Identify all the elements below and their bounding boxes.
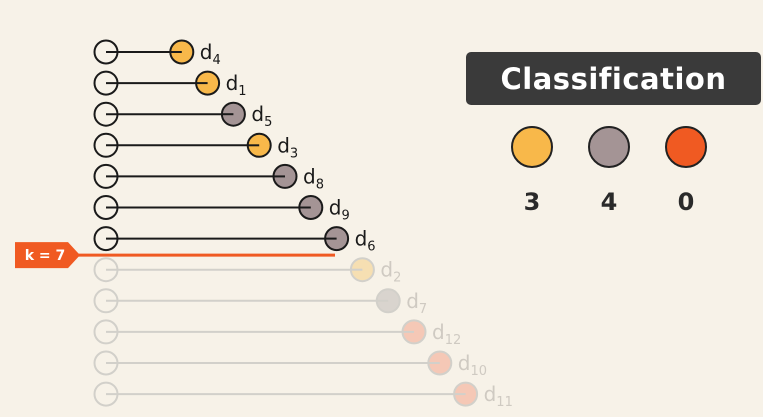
class-count-gray: 4 <box>600 188 618 216</box>
neighbor-row: d2 <box>93 257 401 286</box>
query-point <box>93 350 119 376</box>
neighbor-label: d4 <box>200 40 221 68</box>
neighbor-label: d2 <box>380 258 401 286</box>
neighbor-row: d4 <box>93 39 221 68</box>
query-point <box>93 39 119 65</box>
neighbor-label: d3 <box>277 133 298 161</box>
neighbor-row: d7 <box>93 288 427 317</box>
neighbor-row: d11 <box>93 381 513 410</box>
query-point <box>93 257 119 283</box>
neighbor-row: d6 <box>93 226 376 255</box>
query-point <box>93 226 119 252</box>
class-swatch-orange <box>665 126 707 168</box>
query-point <box>93 163 119 189</box>
neighbor-row: d5 <box>93 101 272 130</box>
query-point <box>93 319 119 345</box>
neighbor-label: d8 <box>303 164 324 192</box>
query-point <box>93 132 119 158</box>
neighbor-row: d1 <box>93 70 247 99</box>
class-swatch-yellow <box>511 126 553 168</box>
k-label: k = 7 <box>25 248 66 264</box>
neighbor-row: d3 <box>93 132 298 161</box>
neighbor-label: d1 <box>226 71 247 99</box>
neighbor-label: d7 <box>406 289 427 317</box>
neighbor-label: d12 <box>432 320 461 348</box>
neighbor-row: d9 <box>93 195 350 224</box>
k-tag <box>15 242 80 269</box>
class-count-orange: 0 <box>677 188 695 216</box>
query-point <box>93 288 119 314</box>
neighbor-label: d6 <box>355 227 376 255</box>
neighbor-label: d11 <box>484 382 513 410</box>
neighbor-label: d10 <box>458 351 487 379</box>
classification-title: Classification <box>500 61 727 96</box>
class-count-yellow: 3 <box>523 188 541 216</box>
class-swatch-gray <box>588 126 630 168</box>
neighbor-label: d9 <box>329 196 350 224</box>
neighbor-row: d12 <box>93 319 461 348</box>
query-point <box>93 70 119 96</box>
query-point <box>93 381 119 407</box>
neighbor-row: d10 <box>93 350 487 379</box>
query-point <box>93 101 119 127</box>
neighbor-row: d8 <box>93 163 324 192</box>
k-marker: k = 7 <box>15 242 335 269</box>
query-point <box>93 195 119 220</box>
neighbor-label: d5 <box>251 102 272 130</box>
classification-header: Classification <box>466 52 761 105</box>
